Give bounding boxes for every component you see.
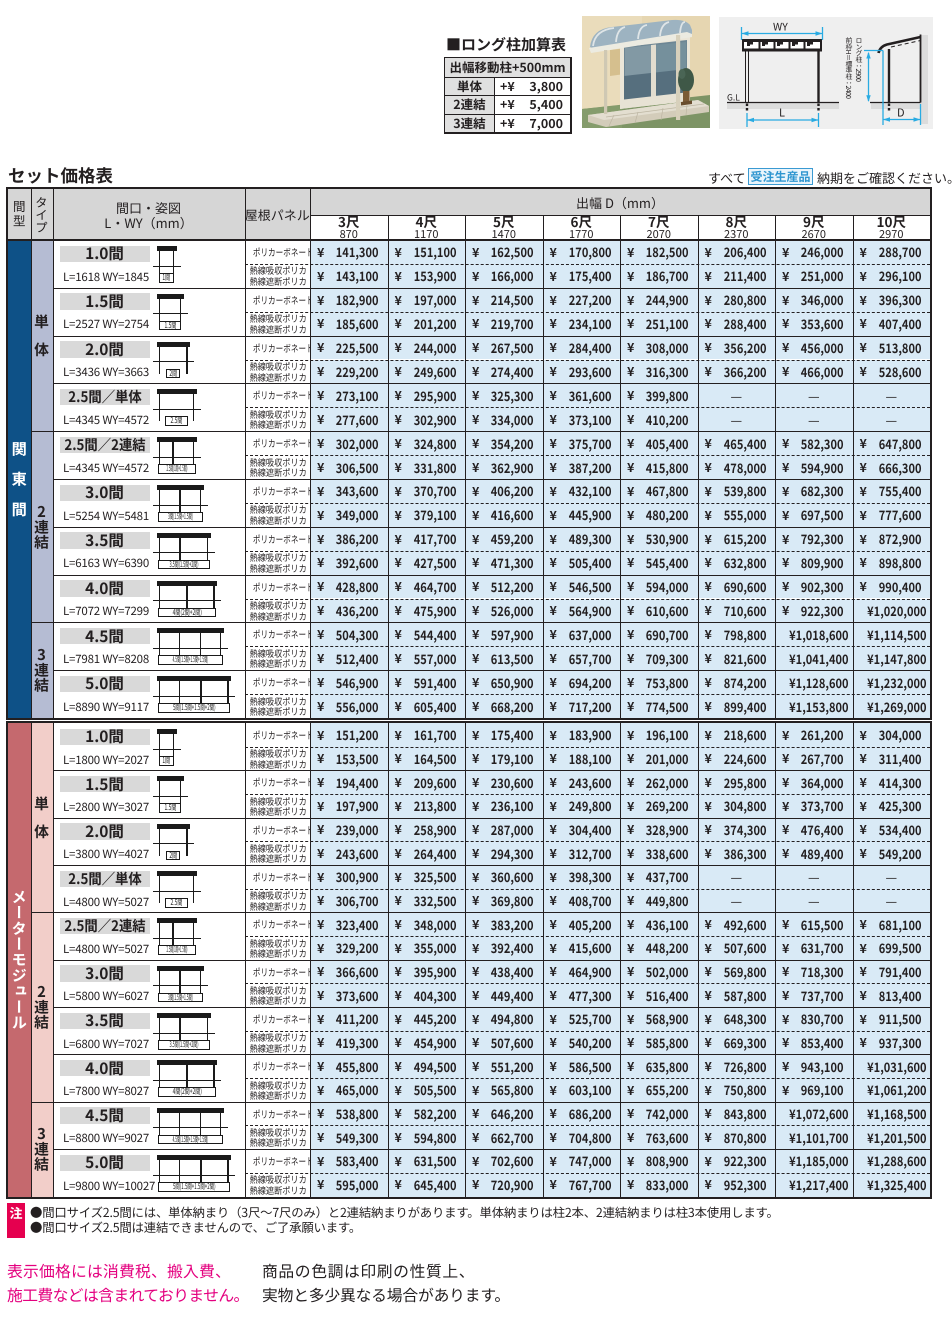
svg-text:WY: WY	[773, 20, 788, 35]
svg-text:D: D	[897, 105, 905, 121]
svg-text:L: L	[779, 105, 785, 121]
svg-text:G.L: G.L	[727, 92, 740, 104]
